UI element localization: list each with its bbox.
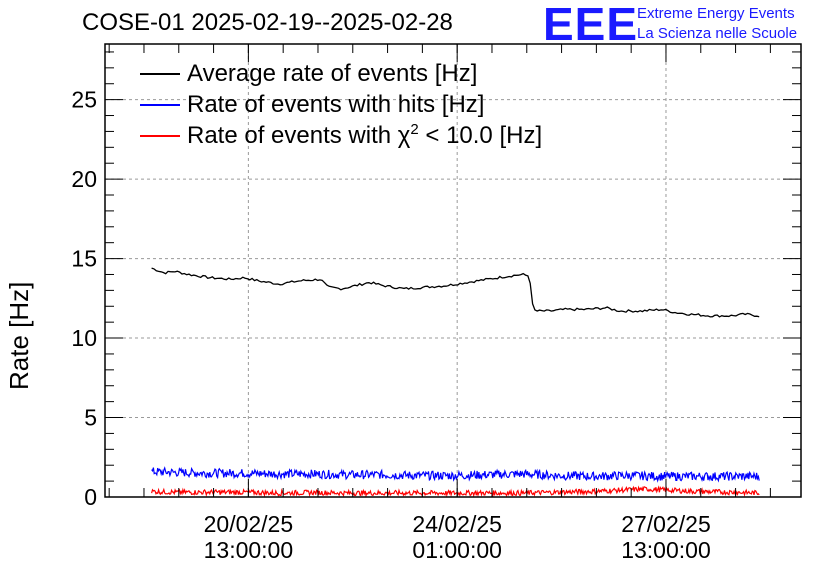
legend-item-hits: Rate of events with hits [Hz] xyxy=(140,89,542,120)
eee-logo-text: Extreme Energy Events La Scienza nelle S… xyxy=(637,4,797,44)
y-tick-label: 0 xyxy=(84,484,97,510)
plot-frame xyxy=(104,43,802,498)
legend-swatch-chi2 xyxy=(140,134,180,137)
y-tick-label: 15 xyxy=(71,246,97,272)
legend-swatch-hits xyxy=(140,103,180,106)
x-tick-label-time: 13:00:00 xyxy=(621,537,711,563)
x-tick-label-date: 24/02/25 xyxy=(412,511,502,537)
y-tick-label: 10 xyxy=(71,325,97,351)
x-tick-label-time: 13:00:00 xyxy=(204,537,294,563)
legend-label-average: Average rate of events [Hz] xyxy=(187,59,478,87)
axes: 051015202520/02/2513:00:0024/02/2501:00:… xyxy=(71,43,802,563)
legend-swatch-average xyxy=(140,72,180,75)
x-tick-label-date: 27/02/25 xyxy=(621,511,711,537)
logo-line2: La Scienza nelle Scuole xyxy=(637,25,798,42)
legend-label-hits: Rate of events with hits [Hz] xyxy=(187,90,485,118)
series-line-1 xyxy=(151,466,760,483)
y-tick-label: 5 xyxy=(84,405,97,431)
y-tick-label: 20 xyxy=(71,166,97,192)
legend: Average rate of events [Hz] Rate of even… xyxy=(140,58,542,151)
x-tick-label-date: 20/02/25 xyxy=(204,511,294,537)
grid xyxy=(105,44,801,497)
eee-logo-mark: EEE xyxy=(543,0,639,50)
logo-line1: Extreme Energy Events xyxy=(637,5,795,22)
series-layer xyxy=(151,267,760,498)
legend-item-average: Average rate of events [Hz] xyxy=(140,58,542,89)
legend-label-chi2: Rate of events with χ2 < 10.0 [Hz] xyxy=(187,121,543,149)
series-line-2 xyxy=(151,485,760,498)
series-line-0 xyxy=(151,267,760,318)
legend-item-chi2: Rate of events with χ2 < 10.0 [Hz] xyxy=(140,120,542,151)
chart-title: COSE-01 2025-02-19--2025-02-28 xyxy=(82,9,453,36)
x-tick-label-time: 01:00:00 xyxy=(412,537,502,563)
y-tick-label: 25 xyxy=(71,87,97,113)
